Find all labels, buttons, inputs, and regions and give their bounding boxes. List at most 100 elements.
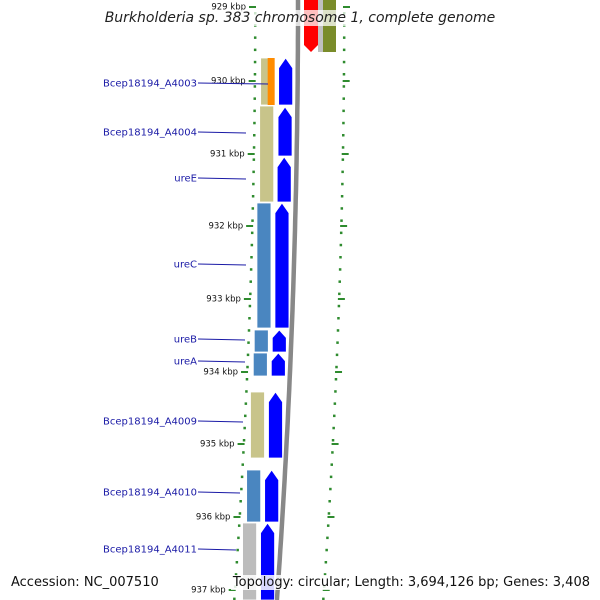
dot-right: [342, 97, 345, 100]
olive-feature: [322, 0, 336, 52]
dot-left: [236, 548, 239, 552]
dot-left: [249, 292, 252, 296]
orange-feature: [267, 58, 275, 105]
kbp-tick-label: 932 kbp: [208, 222, 243, 232]
dot-right: [326, 524, 330, 527]
dot-right: [342, 73, 346, 76]
dot-left: [237, 524, 241, 527]
map-title: Burkholderia sp. 383 chromosome 1, compl…: [0, 10, 600, 26]
gene-labels: Bcep18194_A4003 Bcep18194_A4004 ureE ureC ur…: [103, 79, 269, 556]
gene-label[interactable]: ureB: [174, 335, 197, 346]
dot-right: [322, 597, 325, 600]
dot-left: [253, 109, 256, 113]
gene-leader-line: [197, 360, 246, 363]
dot-right: [332, 426, 335, 430]
dot-right: [330, 463, 333, 466]
dot-right: [339, 256, 342, 259]
dot-left: [247, 329, 251, 332]
dot-right: [342, 48, 346, 52]
dot-left: [242, 451, 245, 454]
dot-left: [248, 304, 252, 308]
gene-label[interactable]: Bcep18194_A4009: [103, 417, 197, 428]
gene-leader-line: [197, 131, 247, 134]
gene-label[interactable]: Bcep18194_A4004: [103, 128, 197, 139]
dot-right: [333, 414, 336, 418]
dot-right: [340, 207, 344, 210]
cds-arrow: [268, 391, 283, 459]
dot-left: [252, 170, 255, 174]
kbp-tick-label: 933 kbp: [206, 295, 241, 305]
gene-leader-line: [197, 82, 269, 85]
dot-left: [252, 146, 256, 149]
kbp-tick-label: 930 kbp: [211, 77, 246, 87]
dot-right: [323, 573, 327, 576]
dot-left: [242, 439, 246, 442]
dot-right: [342, 134, 345, 137]
dot-left: [251, 219, 254, 222]
dot-left: [239, 500, 242, 503]
dot-left: [253, 73, 257, 76]
topology-info: Topology: circular; Length: 3,694,126 bp…: [230, 575, 592, 590]
dot-left: [233, 597, 236, 600]
cds-arrow: [271, 329, 287, 353]
cds-arrow: [277, 106, 293, 157]
kbp-tick-label: 931 kbp: [210, 150, 245, 160]
dot-left: [244, 402, 248, 405]
dot-left: [249, 280, 252, 283]
kbp-tick-label: 935 kbp: [200, 440, 235, 450]
dot-left: [253, 97, 256, 100]
dot-left: [251, 195, 255, 198]
dot-right: [342, 36, 346, 39]
dot-left: [244, 414, 247, 418]
gene-label[interactable]: ureC: [174, 260, 197, 271]
dot-left: [235, 561, 239, 564]
dot-right: [335, 365, 338, 369]
dot-left: [238, 512, 242, 515]
dot-right: [336, 341, 339, 344]
kbp-tick-label: 934 kbp: [203, 368, 238, 378]
gene-label[interactable]: ureA: [174, 357, 197, 368]
dot-right: [329, 487, 332, 491]
dot-right: [329, 475, 333, 479]
gene-leader-line: [197, 491, 241, 494]
gene-label[interactable]: ureE: [174, 174, 197, 185]
dot-left: [240, 475, 244, 479]
dot-right: [324, 561, 328, 564]
dot-right: [340, 195, 344, 198]
dot-left: [249, 268, 253, 271]
cds-arrow: [276, 156, 292, 203]
gene-leader-line: [197, 338, 246, 341]
dot-right: [328, 500, 331, 503]
dot-left: [253, 36, 257, 39]
gene-label[interactable]: Bcep18194_A4003: [103, 79, 197, 90]
dot-right: [337, 317, 340, 320]
dot-left: [237, 536, 240, 540]
dot-left: [250, 243, 254, 247]
dot-left: [250, 231, 254, 235]
gene-label[interactable]: Bcep18194_A4010: [103, 488, 197, 499]
gene-label[interactable]: Bcep18194_A4011: [103, 545, 197, 556]
dot-left: [241, 463, 244, 466]
dot-left: [253, 121, 256, 125]
accession-label: Accession: NC_007510: [9, 575, 161, 590]
lane-feature: [256, 202, 272, 329]
dot-left: [253, 48, 257, 52]
dot-left: [251, 207, 255, 210]
red-feature: [304, 0, 318, 52]
backbone-line: [274, 0, 301, 600]
dot-right: [338, 292, 341, 296]
gene-leader-line: [197, 548, 237, 551]
dot-right: [341, 158, 345, 161]
dot-right: [327, 512, 331, 515]
dot-right: [342, 109, 345, 113]
dot-right: [341, 146, 345, 149]
dot-left: [246, 353, 250, 357]
dot-left: [245, 390, 248, 393]
dot-right: [342, 121, 345, 125]
dot-left: [246, 365, 249, 369]
kbp-tick-label: 937 kbp: [191, 586, 226, 596]
dot-right: [339, 231, 343, 235]
dot-left: [248, 317, 251, 320]
backbone-track: [274, 0, 301, 600]
dot-right: [342, 60, 346, 64]
